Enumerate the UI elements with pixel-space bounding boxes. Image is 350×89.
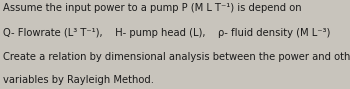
Text: Assume the input power to a pump P (M L T⁻¹) is depend on: Assume the input power to a pump P (M L … bbox=[3, 3, 301, 13]
Text: Create a relation by dimensional analysis between the power and other: Create a relation by dimensional analysi… bbox=[3, 52, 350, 62]
Text: variables by Rayleigh Method.: variables by Rayleigh Method. bbox=[3, 75, 154, 85]
Text: Q- Flowrate (L³ T⁻¹),    H- pump head (L),    ρ- fluid density (M L⁻³): Q- Flowrate (L³ T⁻¹), H- pump head (L), … bbox=[3, 28, 330, 38]
